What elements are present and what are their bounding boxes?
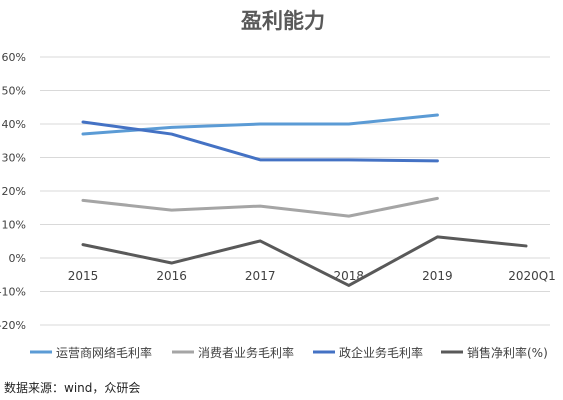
x-tick-label: 2020Q1	[508, 269, 556, 283]
y-tick-label: 60%	[2, 51, 26, 64]
legend-label: 消费者业务毛利率	[198, 345, 294, 360]
y-tick-label: -10%	[0, 286, 26, 299]
y-tick-label: -20%	[0, 319, 26, 332]
y-tick-label: 10%	[2, 219, 26, 232]
legend-label: 政企业务毛利率	[339, 345, 423, 360]
source-note: 数据来源：wind，众研会	[4, 381, 141, 395]
series-line	[81, 113, 439, 136]
x-tick-label: 2017	[245, 269, 276, 283]
x-tick-label: 2019	[422, 269, 453, 283]
y-tick-label: 30%	[2, 152, 26, 165]
y-tick-label: 50%	[2, 85, 26, 98]
x-tick-label: 2016	[156, 269, 187, 283]
legend-label: 运营商网络毛利率	[56, 345, 152, 360]
series-line	[81, 196, 439, 218]
x-axis-ticks: 2015 2016 2017 2018 2019 2020Q1	[68, 269, 556, 283]
y-tick-label: 40%	[2, 118, 26, 131]
y-tick-label: 20%	[2, 185, 26, 198]
x-tick-label: 2018	[334, 269, 365, 283]
legend: 运营商网络毛利率 消费者业务毛利率 政企业务毛利率 销售净利率(%)	[30, 345, 548, 360]
series-lines	[81, 113, 528, 287]
y-tick-label: 0%	[9, 252, 26, 265]
x-tick-label: 2015	[68, 269, 99, 283]
series-line	[81, 235, 528, 287]
gridlines	[40, 56, 550, 326]
y-axis-ticks: 60% 50% 40% 30% 20% 10% 0% -10% -20%	[0, 51, 26, 332]
series-line	[81, 120, 439, 163]
chart-title: 盈利能力	[240, 9, 325, 33]
legend-label: 销售净利率(%)	[467, 345, 548, 360]
